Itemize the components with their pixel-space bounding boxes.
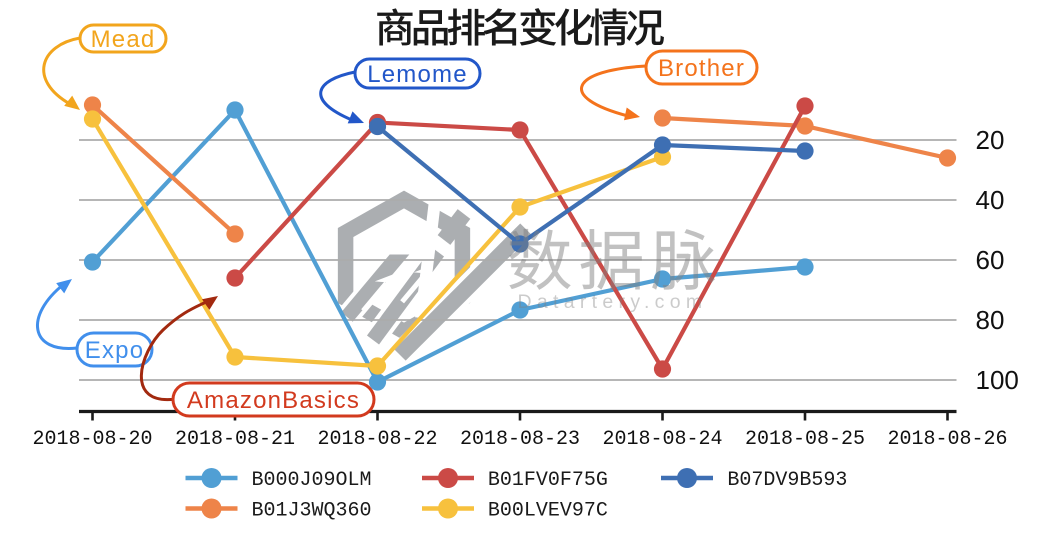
svg-text:100: 100 (976, 365, 1019, 395)
svg-text:2018-08-23: 2018-08-23 (460, 428, 580, 451)
svg-text:2018-08-20: 2018-08-20 (32, 428, 152, 451)
svg-text:80: 80 (976, 305, 1005, 335)
svg-text:2018-08-24: 2018-08-24 (602, 428, 722, 451)
svg-text:B01FV0F75G: B01FV0F75G (488, 469, 608, 492)
svg-text:B00LVEV97C: B00LVEV97C (488, 500, 608, 523)
svg-text:2018-08-25: 2018-08-25 (745, 428, 865, 451)
svg-text:B000J09OLM: B000J09OLM (252, 469, 372, 492)
svg-text:20: 20 (976, 125, 1005, 155)
svg-text:2018-08-21: 2018-08-21 (175, 428, 295, 451)
svg-text:2018-08-26: 2018-08-26 (887, 428, 1007, 451)
svg-text:Datartery.com: Datartery.com (518, 291, 708, 313)
svg-text:Lemome: Lemome (367, 61, 468, 88)
svg-text:40: 40 (976, 185, 1005, 215)
svg-text:2018-08-22: 2018-08-22 (317, 428, 437, 451)
svg-text:Brother: Brother (658, 55, 745, 82)
svg-text:AmazonBasics: AmazonBasics (187, 387, 360, 414)
svg-text:Expo: Expo (85, 337, 145, 364)
svg-text:B01J3WQ360: B01J3WQ360 (252, 500, 372, 523)
svg-text:B07DV9B593: B07DV9B593 (727, 469, 847, 492)
svg-text:Mead: Mead (91, 26, 156, 53)
svg-text:60: 60 (976, 245, 1005, 275)
